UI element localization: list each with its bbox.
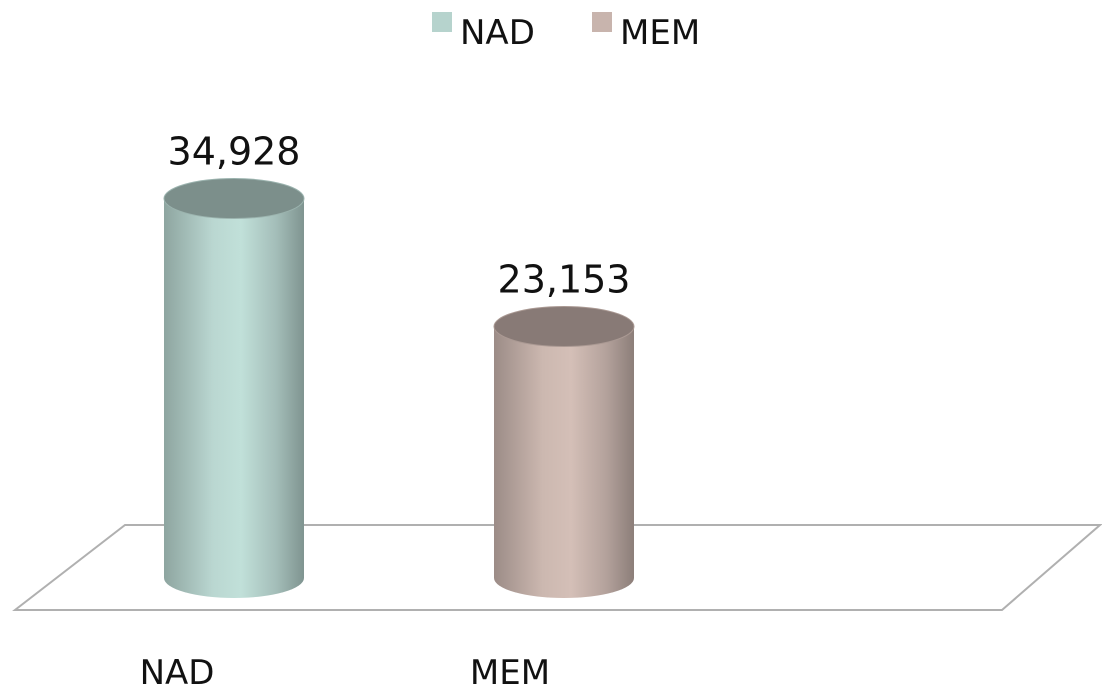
bar-mem [493,305,635,598]
data-label-nad: 34,928 [168,130,301,174]
data-label-mem: 23,153 [498,257,631,301]
bar-nad-body [164,198,304,598]
bar-nad [163,178,305,598]
category-label-mem: MEM [470,653,550,690]
legend: NAD MEM [432,12,700,53]
chart-floor [12,524,1102,611]
bars: 34,928 23,153 [163,130,635,598]
legend-label-nad: NAD [460,13,535,53]
legend-swatch-mem [592,12,612,32]
legend-swatch-nad [432,12,452,32]
category-labels: NAD MEM [140,653,551,690]
legend-label-mem: MEM [620,13,700,53]
bar-mem-body [494,326,634,598]
bar-mem-top [493,305,635,347]
bar-nad-top [163,178,305,220]
category-label-nad: NAD [140,653,215,690]
